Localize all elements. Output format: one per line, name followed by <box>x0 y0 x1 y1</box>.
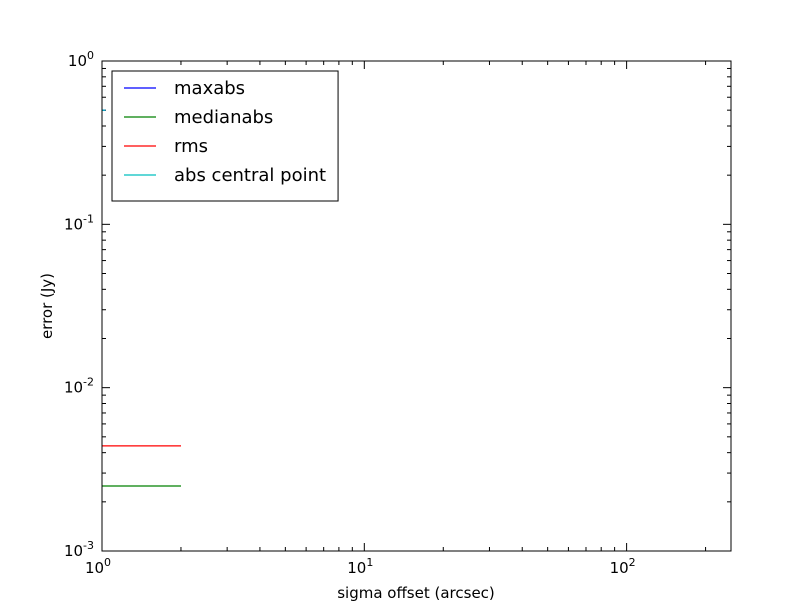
y-tick-label: 100 <box>68 49 94 70</box>
legend-label: maxabs <box>174 78 245 99</box>
x-tick-label: 101 <box>347 556 373 577</box>
legend-box <box>111 70 339 202</box>
minor-ticks <box>102 61 731 551</box>
y-tick-label: 10-1 <box>64 212 94 233</box>
y-tick-label: 10-3 <box>64 539 94 560</box>
tick-labels: 100 101 102 10-3 10-2 10-1 100 <box>64 49 636 577</box>
series-layer <box>102 109 181 487</box>
x-tick-label: 102 <box>610 556 636 577</box>
plot-frame <box>101 60 732 552</box>
legend-label: rms <box>174 136 208 157</box>
legend-label: medianabs <box>174 107 273 128</box>
y-tick-label: 10-2 <box>64 376 94 397</box>
legend: maxabs medianabs rms abs central point <box>111 70 339 202</box>
x-tick-label: 100 <box>85 556 111 577</box>
y-axis-label: error (Jy) <box>38 273 56 339</box>
x-axis-label: sigma offset (arcsec) <box>337 584 495 602</box>
legend-label: abs central point <box>174 165 326 186</box>
